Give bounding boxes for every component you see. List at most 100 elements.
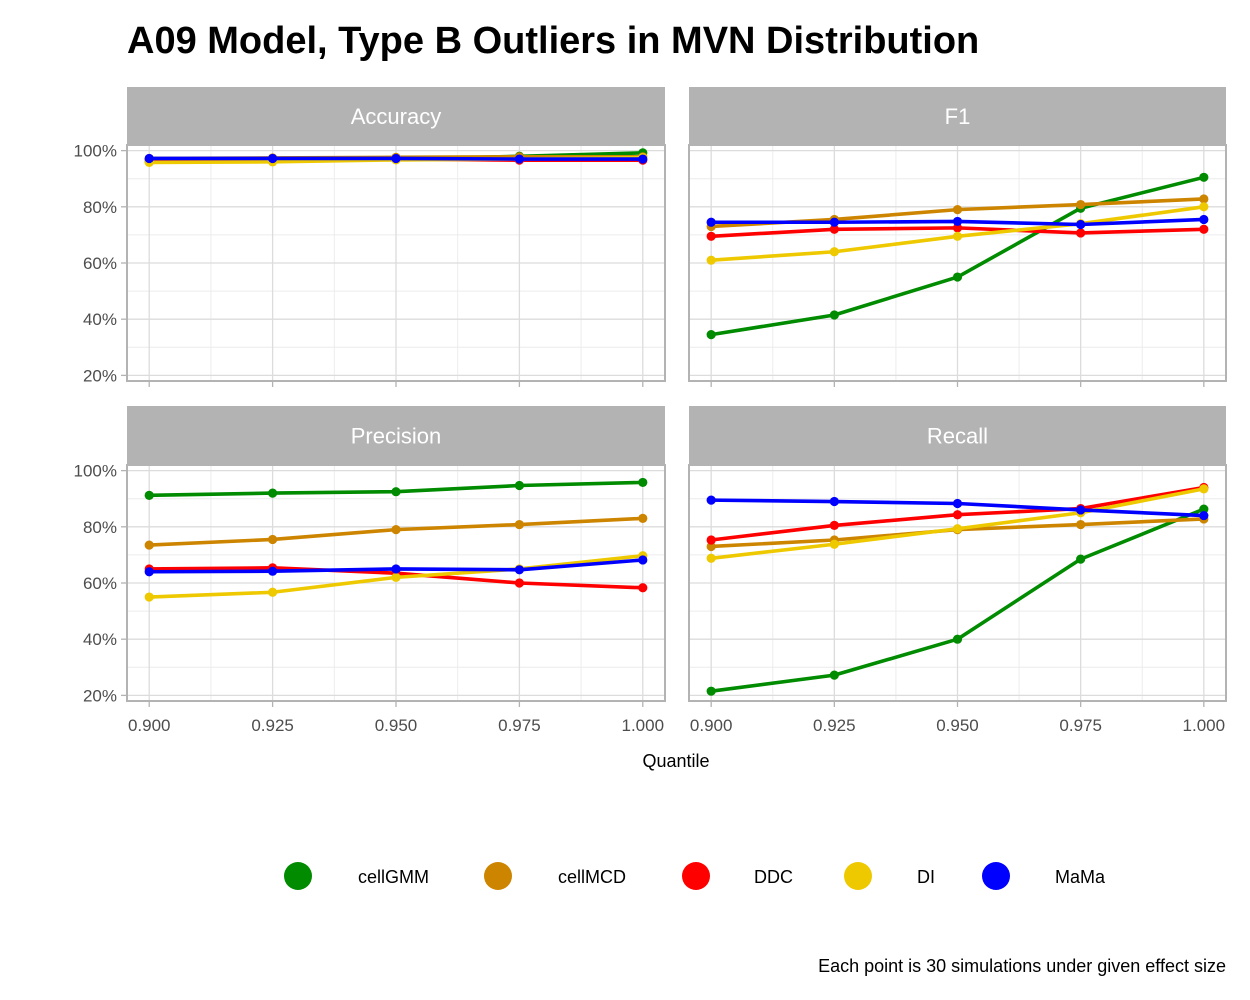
data-point (391, 525, 401, 535)
x-axis-title: Quantile (642, 751, 709, 771)
data-point (391, 153, 401, 164)
y-tick-label: 80% (83, 198, 117, 217)
y-tick-label: 20% (83, 686, 117, 705)
panels: Accuracy 20% 40% 60% 80% 100% F1 Precision 20% 40… (74, 87, 1227, 735)
data-point (1199, 510, 1209, 521)
data-point (706, 535, 716, 545)
panel-f1: F1 (688, 87, 1227, 387)
data-point (268, 488, 278, 498)
data-point (952, 524, 963, 534)
legend-label: cellGMM (358, 867, 429, 887)
data-point (638, 583, 648, 593)
data-point (1199, 194, 1209, 204)
data-point (638, 477, 648, 488)
data-point (391, 564, 401, 574)
data-point (1076, 199, 1086, 210)
legend-item-di: DI (844, 862, 935, 890)
x-tick-label: 1.000 (622, 716, 665, 735)
series-mama (144, 153, 648, 164)
data-point (952, 223, 963, 233)
y-tick-label: 60% (83, 574, 117, 593)
data-point (638, 513, 648, 523)
data-point (268, 566, 278, 576)
data-point (829, 496, 839, 507)
legend-key (982, 862, 1010, 890)
y-tick-label: 80% (83, 518, 117, 537)
data-point (514, 154, 524, 164)
data-point (706, 231, 716, 241)
legend-item-ddc: DDC (682, 862, 793, 890)
data-point (638, 555, 648, 565)
panel-strip (127, 87, 665, 145)
panel-precision: Precision 20% 40% 60% 80% 100% 0.900 0.925 0.950… (74, 406, 666, 735)
data-point (952, 272, 963, 282)
data-point (391, 487, 401, 497)
x-tick-label: 0.925 (251, 716, 294, 735)
legend-label: DI (917, 867, 935, 887)
y-tick-label: 100% (74, 462, 117, 481)
panel-accuracy: Accuracy 20% 40% 60% 80% 100% (74, 87, 666, 387)
legend-key (284, 862, 312, 890)
data-point (952, 205, 963, 215)
data-point (829, 520, 839, 531)
legend-key (682, 862, 710, 890)
data-point (706, 495, 716, 505)
data-point (829, 310, 839, 320)
series-cellgmm (706, 504, 1209, 696)
data-point (706, 541, 716, 552)
x-tick-label: 0.975 (498, 716, 541, 735)
data-point (706, 553, 716, 563)
series-cellgmm (144, 477, 648, 500)
x-tick-label: 0.900 (690, 716, 733, 735)
y-tick-label: 60% (83, 254, 117, 273)
data-point (829, 539, 839, 549)
data-point (514, 565, 524, 575)
data-point (952, 498, 963, 509)
data-point (144, 567, 154, 577)
data-point (514, 480, 524, 491)
data-point (144, 490, 154, 500)
panel-strip-title: F1 (945, 104, 971, 129)
data-point (514, 519, 524, 530)
data-point (144, 153, 154, 164)
x-tick-label: 0.950 (375, 716, 418, 735)
data-point (638, 154, 648, 164)
data-point (1199, 484, 1209, 494)
data-point (706, 686, 716, 696)
panel-strip-title: Precision (351, 424, 441, 449)
chart-title: A09 Model, Type B Outliers in MVN Distri… (127, 20, 979, 62)
legend: cellGMM cellMCD DDC DI MaMa (284, 862, 1106, 890)
legend-item-cellmcd: cellMCD (484, 862, 626, 890)
chart-caption: Each point is 30 simulations under given… (818, 956, 1226, 976)
data-point (391, 572, 401, 582)
legend-label: cellMCD (558, 867, 626, 887)
data-point (829, 217, 839, 227)
data-point (952, 216, 963, 227)
data-point (1076, 228, 1086, 238)
data-point (1076, 554, 1086, 564)
legend-item-cellgmm: cellGMM (284, 862, 429, 890)
data-point (706, 255, 716, 265)
x-tick-label: 0.975 (1059, 716, 1102, 735)
y-tick-label: 40% (83, 630, 117, 649)
y-tick-label: 100% (74, 142, 117, 161)
series-mama (706, 214, 1209, 230)
y-tick-label: 40% (83, 310, 117, 329)
data-point (706, 330, 716, 340)
x-tick-label: 0.900 (128, 716, 171, 735)
data-point (144, 592, 154, 602)
data-point (952, 231, 963, 241)
data-point (829, 224, 839, 234)
panel-strip-title: Accuracy (351, 104, 441, 129)
series-cellgmm (706, 172, 1209, 340)
panel-strip (689, 406, 1226, 465)
data-point (1199, 202, 1209, 212)
data-point (952, 510, 963, 520)
legend-label: MaMa (1055, 867, 1106, 887)
y-tick-label: 20% (83, 366, 117, 385)
series-mama (144, 555, 648, 577)
x-tick-label: 1.000 (1183, 716, 1226, 735)
legend-item-mama: MaMa (982, 862, 1106, 890)
